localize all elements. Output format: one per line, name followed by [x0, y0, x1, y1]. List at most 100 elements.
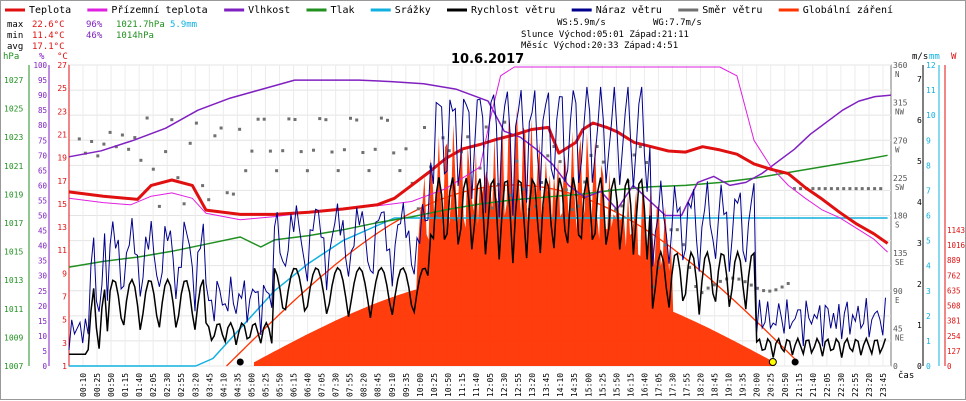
- wind-direction-mark: [632, 153, 636, 157]
- wind-direction-mark: [201, 184, 205, 188]
- tick-label-w: 381: [947, 317, 961, 326]
- tick-label-hpa: 1009: [4, 333, 23, 342]
- wind-direction-mark: [275, 169, 279, 173]
- tick-label-x: 11:40: [472, 373, 481, 397]
- wind-direction-mark: [96, 154, 100, 158]
- tick-label-direction-letter: E: [895, 296, 900, 305]
- axis-unit-hpa: hPa: [3, 52, 19, 62]
- tick-label-x: 05:25: [261, 373, 270, 397]
- wind-direction-mark: [120, 133, 124, 137]
- tick-label-percent: 65: [38, 166, 47, 175]
- tick-label-celsius: 21: [57, 130, 67, 139]
- tick-label-x: 02:30: [163, 373, 172, 397]
- wind-direction-mark: [102, 142, 106, 146]
- tick-label-percent: 5: [42, 347, 47, 356]
- wind-direction-mark: [509, 193, 513, 197]
- sunrise-marker: [236, 358, 244, 366]
- axis-unit-celsius: °C: [57, 52, 68, 62]
- wind-direction-mark: [133, 136, 137, 140]
- tick-label-w: 127: [947, 347, 961, 356]
- tick-label-direction: 90: [893, 287, 903, 296]
- tick-label-direction: 135: [893, 249, 908, 258]
- wind-direction-mark: [244, 169, 248, 173]
- tick-label-ms: 0: [917, 362, 922, 371]
- tick-label-x: 06:40: [304, 373, 313, 397]
- wind-direction-mark: [823, 187, 827, 191]
- tick-label-celsius: 7: [62, 293, 67, 302]
- wind-direction-mark: [743, 280, 747, 284]
- tick-label-w: 762: [947, 271, 961, 280]
- tick-label-w: 0: [947, 362, 952, 371]
- tick-label-x: 04:35: [233, 373, 242, 397]
- stat-value: 46%: [86, 31, 103, 41]
- legend-label: Rychlost větru: [471, 4, 555, 16]
- wind-direction-mark: [453, 218, 457, 221]
- wind-direction-mark: [139, 158, 143, 162]
- tick-label-ms: 4: [917, 198, 922, 207]
- tick-label-w: 254: [947, 332, 961, 341]
- tick-label-x: 14:35: [570, 373, 579, 397]
- wind-direction-mark: [151, 167, 155, 171]
- tick-label-percent: 85: [38, 106, 47, 115]
- tick-label-x: 22:30: [837, 373, 846, 397]
- tick-label-celsius: 25: [57, 84, 67, 93]
- tick-label-celsius: 3: [62, 339, 67, 348]
- tick-label-direction-letter: SE: [895, 258, 905, 267]
- tick-label-mm: 2: [926, 312, 931, 321]
- tick-label-w: 635: [947, 286, 961, 295]
- wind-direction-mark: [392, 151, 396, 155]
- tick-label-percent: 15: [38, 317, 47, 326]
- tick-label-x: 16:40: [640, 373, 649, 397]
- wind-direction-mark: [774, 288, 778, 292]
- wind-direction-mark: [749, 283, 753, 287]
- tick-label-mm: 3: [926, 287, 931, 296]
- wind-direction-mark: [811, 187, 815, 191]
- tick-label-celsius: 9: [62, 269, 67, 278]
- stat-value: 96%: [86, 20, 103, 30]
- wind-direction-mark: [768, 289, 772, 293]
- tick-label-percent: 75: [38, 136, 47, 145]
- tick-label-ms: 2: [917, 280, 922, 289]
- tick-label-direction: 315: [893, 99, 908, 108]
- tick-label-percent: 45: [38, 227, 47, 236]
- axis-unit-w: W: [951, 52, 957, 62]
- wind-direction-mark: [170, 118, 174, 122]
- axis-label-x: čas: [898, 370, 914, 381]
- tick-label-x: 20:00: [753, 373, 762, 397]
- info-moon: Měsíc Východ:20:33 Západ:4:51: [521, 41, 678, 51]
- wind-direction-mark: [706, 286, 710, 290]
- wind-direction-mark: [324, 118, 328, 122]
- wind-direction-mark: [188, 141, 192, 145]
- legend-label: Srážky: [395, 4, 431, 16]
- wind-direction-mark: [700, 291, 704, 295]
- tick-label-celsius: 1: [62, 362, 67, 371]
- wind-direction-mark: [472, 214, 476, 218]
- tick-label-x: 11:15: [458, 373, 467, 397]
- tick-label-celsius: 19: [57, 154, 67, 163]
- wind-direction-mark: [336, 169, 340, 173]
- wind-direction-mark: [250, 149, 254, 153]
- wind-direction-mark: [299, 150, 303, 154]
- tick-label-direction: 225: [893, 174, 908, 183]
- tick-label-percent: 50: [38, 212, 48, 221]
- tick-label-x: 12:05: [486, 373, 495, 397]
- tick-label-celsius: 15: [57, 200, 67, 209]
- wind-direction-mark: [77, 137, 81, 141]
- tick-label-direction: 270: [893, 136, 908, 145]
- tick-label-x: 15:50: [612, 373, 621, 397]
- wind-direction-mark: [379, 116, 383, 120]
- tick-label-x: 19:10: [725, 373, 734, 397]
- tick-label-direction: 360: [893, 61, 908, 70]
- legend-label: Tlak: [331, 5, 355, 16]
- wind-direction-mark: [675, 228, 679, 232]
- tick-label-hpa: 1025: [4, 105, 23, 114]
- tick-label-mm: 8: [926, 161, 931, 170]
- wind-direction-mark: [663, 243, 667, 247]
- tick-label-mm: 1: [926, 337, 931, 346]
- tick-label-direction: 0: [893, 362, 898, 371]
- tick-label-celsius: 27: [57, 61, 67, 70]
- tick-label-percent: 90: [38, 91, 48, 100]
- legend-label: Směr větru: [702, 4, 762, 16]
- tick-label-x: 02:55: [177, 373, 186, 397]
